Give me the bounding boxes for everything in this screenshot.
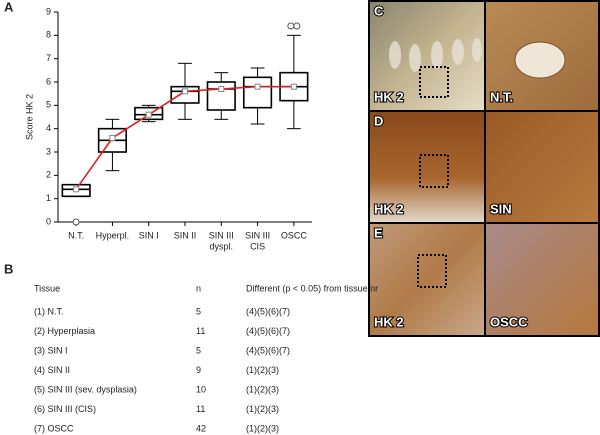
table-cell: 42 [196, 423, 206, 433]
y-tick-label: 7 [46, 53, 51, 63]
x-tick-label: OSCC [281, 230, 308, 240]
table-cell: (7) OSCC [34, 423, 74, 433]
table-header: Tissue [34, 283, 60, 293]
tissue-texture [389, 38, 482, 72]
image-panel-label: C [374, 3, 384, 18]
table-cell: (2) Hyperplasia [34, 326, 95, 336]
mean-marker [254, 83, 261, 90]
table-cell: (1)(2)(3) [246, 365, 279, 375]
y-tick-label: 6 [46, 76, 51, 86]
x-tick-label: SIN III [209, 230, 234, 240]
table-cell: 11 [196, 326, 205, 336]
y-tick-label: 3 [46, 146, 51, 156]
box [206, 81, 236, 111]
outlier [72, 218, 80, 226]
table-cell: (1) N.T. [34, 306, 64, 316]
table-cell: (6) SIN III (CIS) [34, 404, 96, 414]
table-cell: (1)(2)(3) [246, 423, 279, 433]
y-tick-label: 0 [46, 216, 51, 226]
x-tick-label: SIN III [245, 230, 270, 240]
image-label: HK 2 [374, 201, 404, 216]
y-axis-label: Score HK 2 [24, 94, 34, 140]
table-cell: (1)(2)(3) [246, 384, 279, 394]
zoom-box [417, 254, 447, 288]
x-tick-label: SIN II [174, 230, 197, 240]
micrograph [370, 2, 484, 110]
table-header: n [196, 283, 201, 293]
mean-marker [218, 86, 225, 92]
mean-marker [73, 186, 80, 193]
x-tick-label: dyspl. [210, 241, 234, 251]
mean-marker [182, 88, 188, 95]
mean-marker [145, 111, 152, 118]
table-cell: (4)(5)(6)(7) [246, 326, 290, 336]
table-cell: (4)(5)(6)(7) [246, 306, 290, 316]
image-label: N.T. [490, 89, 513, 104]
mean-marker [109, 135, 116, 141]
table-cell: 10 [196, 384, 206, 394]
table-cell: 5 [196, 306, 201, 316]
y-tick-label: 1 [46, 193, 51, 203]
table-cell: (1)(2)(3) [246, 404, 279, 414]
y-tick-label: 9 [46, 6, 51, 16]
y-tick-label: 4 [46, 123, 51, 133]
x-tick-label: SIN I [139, 230, 159, 240]
micrograph [486, 224, 598, 335]
image-panel-label: E [374, 225, 383, 240]
tissue-texture [514, 41, 566, 79]
y-tick-label: 8 [46, 30, 51, 40]
image-label: OSCC [490, 314, 528, 329]
table-cell: (4) SIN II [34, 365, 70, 375]
table-cell: 5 [196, 345, 201, 355]
outlier [287, 22, 295, 30]
micrograph [370, 224, 484, 335]
image-label: HK 2 [374, 89, 404, 104]
image-label: HK 2 [374, 314, 404, 329]
zoom-box [419, 66, 449, 98]
table-cell: (5) SIN III (sev. dysplasia) [34, 384, 137, 394]
x-tick-label: CIS [250, 241, 265, 251]
table-cell: (3) SIN I [34, 345, 68, 355]
table-header: Different (p < 0.05) from tissue nr [246, 283, 378, 293]
y-tick-label: 5 [46, 100, 51, 110]
table-cell: 9 [196, 365, 201, 375]
panel-label: A [4, 0, 14, 14]
x-tick-label: Hyperpl. [96, 230, 130, 240]
y-tick-label: 2 [46, 170, 51, 180]
box [242, 76, 273, 109]
mean-marker [290, 83, 297, 90]
panel-label: B [4, 261, 13, 276]
table-cell: (4)(5)(6)(7) [246, 345, 290, 355]
image-label: SIN [490, 201, 512, 216]
table-cell: 11 [196, 404, 205, 414]
outlier [293, 22, 301, 30]
image-panel-label: D [374, 113, 383, 128]
micrograph [486, 112, 598, 222]
micrograph [370, 112, 484, 222]
zoom-box [419, 154, 449, 188]
x-tick-label: N.T. [68, 230, 84, 240]
